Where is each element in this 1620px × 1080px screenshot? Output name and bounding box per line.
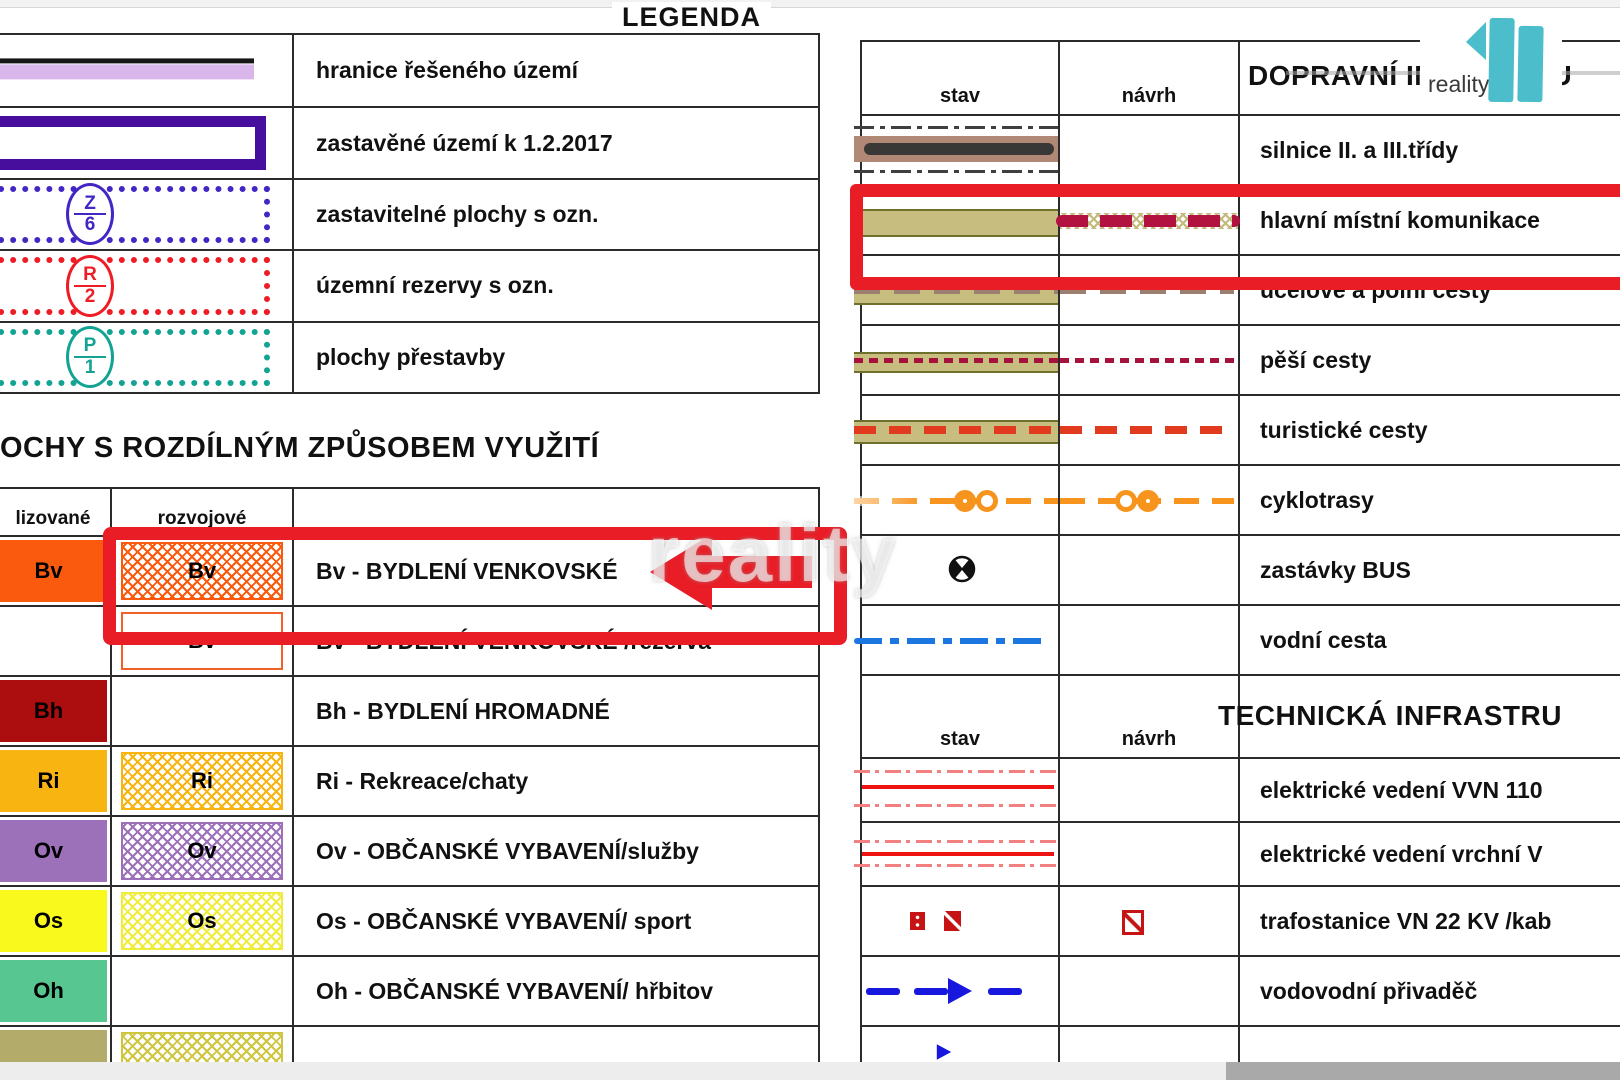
swatch-bh-stabilized: Bh	[0, 675, 112, 745]
partial-row-label	[294, 1025, 818, 1080]
symbol-waterway-proposal	[1060, 604, 1240, 674]
land-use-label: Ri - Rekreace/chaty	[294, 745, 818, 815]
symbol-developable-area: Z 6	[0, 177, 294, 250]
land-use-label: Bv - BYDLENÍ VENKOVSKÉ	[294, 535, 818, 605]
page-title: LEGENDA	[612, 2, 772, 33]
swatch-bv-development: Bv	[112, 535, 294, 605]
symbol-cycle-route-state	[854, 464, 1060, 534]
symbol-road-ii-iii-state	[854, 114, 1060, 184]
symbol-road-ii-iii-proposal	[1060, 114, 1240, 184]
symbol-power-vn-state	[854, 821, 1060, 885]
infra-label: cyklotrasy	[1240, 464, 1620, 534]
symbol-waterway-state	[854, 604, 1060, 674]
red-arrow-annotation	[650, 534, 812, 610]
viewer-bottom-bar-left	[0, 1062, 1226, 1080]
zone-badge-z6: Z 6	[66, 183, 114, 246]
zone-badge-p1: P 1	[66, 326, 114, 389]
symbol-footpath-state	[854, 324, 1060, 394]
symbol-territorial-reserve: R 2	[0, 249, 294, 321]
symbol-footpath-proposal	[1060, 324, 1240, 394]
swatch-oh-stabilized: Oh	[0, 955, 112, 1025]
watermark-text: reality	[648, 509, 898, 598]
symbol-bus-stop-state	[862, 534, 1060, 604]
infra-label: vodovodní přivaděč	[1240, 955, 1620, 1025]
swatch-ri-development: Ri	[112, 745, 294, 815]
swatch-bv-rezerva-stabilized	[0, 605, 112, 675]
boundaries-legend-table: hranice řešeného území zastavěné území k…	[0, 33, 820, 394]
infra-label: vodní cesta	[1240, 604, 1620, 674]
legend-label: zastavitelné plochy s ozn.	[294, 177, 818, 249]
symbol-tourist-path-state	[854, 394, 1060, 464]
symbol-redevelopment-area: P 1	[0, 320, 294, 392]
column-header-stav-2: stav	[862, 674, 1060, 757]
column-header-stav: stav	[862, 42, 1060, 114]
swatch-bv-stabilized: Bv	[0, 535, 112, 605]
land-use-label: Oh - OBČANSKÉ VYBAVENÍ/ hřbitov	[294, 955, 818, 1025]
viewer-top-strip	[0, 0, 1620, 8]
infra-label: pěší cesty	[1240, 324, 1620, 394]
legend-label: zastavěné území k 1.2.2017	[294, 106, 818, 177]
symbol-water-main-state	[862, 955, 1060, 1025]
infra-label: silnice II. a III.třídy	[1240, 114, 1620, 184]
symbol-partial-state	[862, 1025, 1060, 1080]
column-header-development: rozvojové	[112, 489, 294, 535]
zone-badge-r2: R 2	[66, 254, 114, 317]
infra-label: elektrické vedení VVN 110	[1240, 757, 1620, 821]
infra-label: trafostanice VN 22 KV /kab	[1240, 885, 1620, 955]
technical-table-title: TECHNICKÁ INFRASTRU	[1218, 674, 1620, 757]
partial-row-label-right	[1240, 1025, 1620, 1080]
column-header-stabilized: lizované	[0, 489, 112, 535]
reality11-logo: reality	[1420, 10, 1562, 106]
swatch-ov-development: Ov	[112, 815, 294, 885]
column-header-navrh-2: návrh	[1060, 674, 1240, 757]
symbol-water-main-proposal	[1060, 955, 1240, 1025]
logo-11-icon	[1466, 17, 1544, 103]
logo-wordmark: reality	[1428, 71, 1490, 97]
swatch-bh-development	[112, 675, 294, 745]
highlight-box-main-road-row	[850, 184, 1620, 290]
swatch-os-stabilized: Os	[0, 885, 112, 955]
land-use-table: lizované rozvojové Bv Bv Bv - BYDLENÍ VE…	[0, 487, 820, 1080]
symbol-partial-proposal	[1060, 1025, 1240, 1080]
viewer-bottom-scrollbar[interactable]	[1226, 1062, 1620, 1080]
swatch-ov-stabilized: Ov	[0, 815, 112, 885]
land-use-label: Os - OBČANSKÉ VYBAVENÍ/ sport	[294, 885, 818, 955]
symbol-power-vn-proposal	[1060, 821, 1240, 885]
legend-label: územní rezervy s ozn.	[294, 249, 818, 320]
symbol-boundary-line	[0, 35, 294, 107]
legend-label: plochy přestavby	[294, 320, 818, 392]
symbol-built-up-area	[0, 106, 294, 178]
symbol-power-vvn-proposal	[1060, 757, 1240, 821]
highlight-box-bv-row	[103, 527, 847, 645]
symbol-transformer-state	[862, 885, 1060, 955]
swatch-os-development: Os	[112, 885, 294, 955]
infra-label: elektrické vedení vrchní V	[1240, 821, 1620, 885]
swatch-ri-stabilized: Ri	[0, 745, 112, 815]
infra-label: zastávky BUS	[1240, 534, 1620, 604]
land-use-label: Bh - BYDLENÍ HROMADNÉ	[294, 675, 818, 745]
symbol-transformer-proposal	[1060, 885, 1240, 955]
symbol-tourist-path-proposal	[1060, 394, 1240, 464]
symbol-bus-stop-proposal	[1060, 534, 1240, 604]
bus-stop-icon	[948, 555, 976, 583]
column-header-navrh: návrh	[1060, 42, 1240, 114]
section-title-land-use: OCHY S ROZDÍLNÝM ZPŮSOBEM VYUŽITÍ	[0, 432, 600, 464]
infra-label: turistické cesty	[1240, 394, 1620, 464]
symbol-power-vvn-state	[854, 757, 1060, 821]
symbol-cycle-route-proposal	[1060, 464, 1240, 534]
swatch-oh-development	[112, 955, 294, 1025]
land-use-label: Ov - OBČANSKÉ VYBAVENÍ/služby	[294, 815, 818, 885]
legend-label: hranice řešeného území	[316, 57, 579, 84]
